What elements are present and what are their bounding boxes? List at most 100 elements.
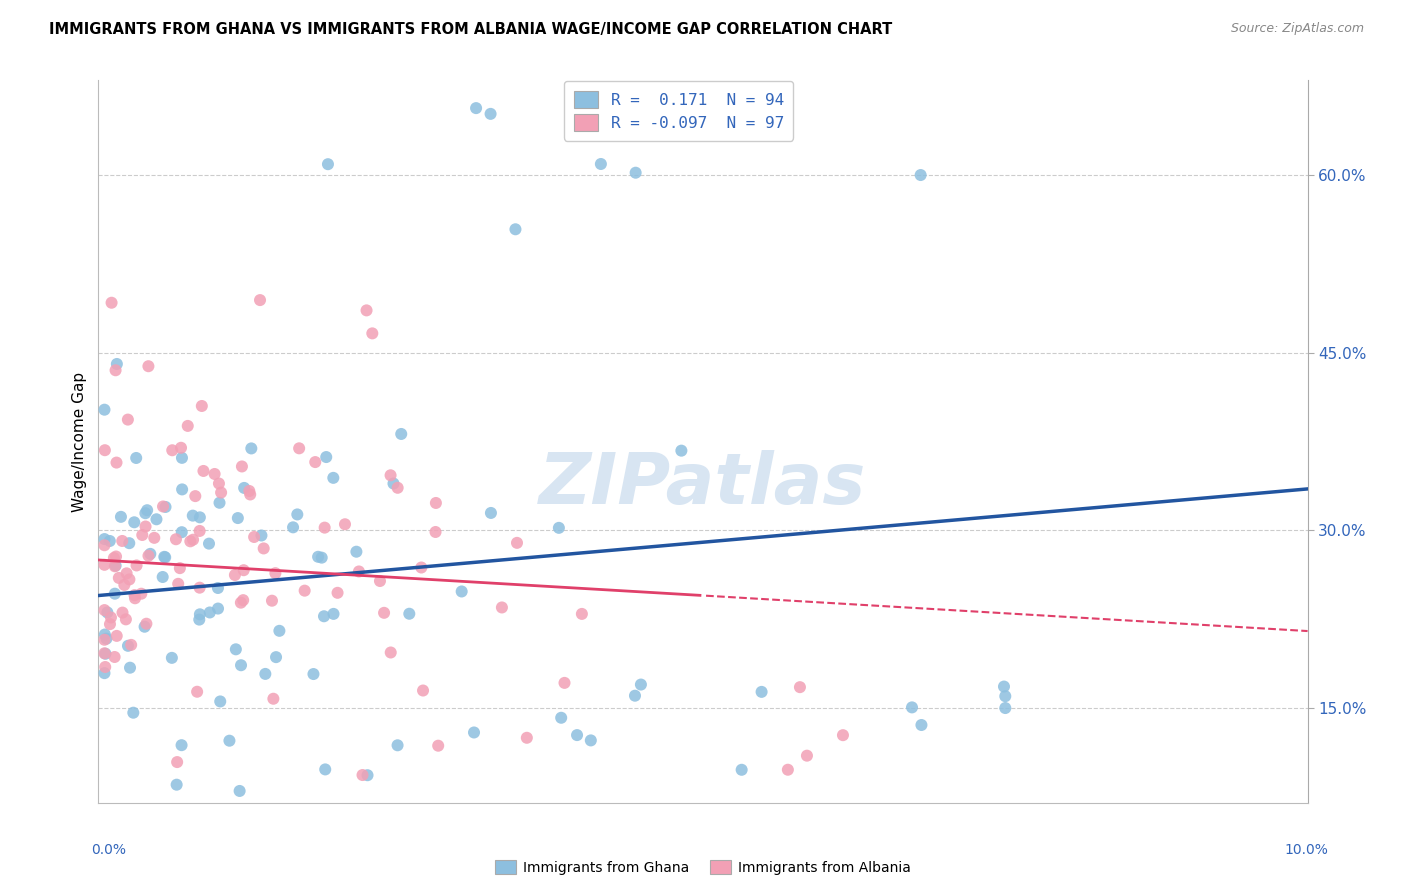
Point (108, 571, 131, 585)
Point (191, 399, 214, 413)
Point (209, 485, 232, 500)
Point (240, 442, 263, 456)
Point (105, 629, 128, 643)
Point (411, 560, 433, 574)
Point (910, 718, 932, 732)
Point (553, 676, 575, 690)
Point (285, 508, 308, 522)
Point (134, 620, 156, 634)
Point (115, 566, 138, 581)
Point (165, 533, 187, 547)
Point (118, 661, 141, 675)
Point (93, 666, 115, 681)
Point (218, 733, 240, 747)
Point (231, 459, 253, 474)
Point (104, 587, 127, 601)
Point (166, 755, 188, 769)
Point (427, 739, 450, 753)
Point (238, 483, 260, 498)
Point (789, 680, 811, 694)
Point (93, 558, 115, 572)
Text: IMMIGRANTS FROM GHANA VS IMMIGRANTS FROM ALBANIA WAGE/INCOME GAP CORRELATION CHA: IMMIGRANTS FROM GHANA VS IMMIGRANTS FROM… (49, 22, 893, 37)
Point (901, 700, 924, 714)
Point (188, 607, 211, 622)
Point (412, 683, 434, 698)
Point (124, 591, 146, 606)
Point (550, 711, 572, 725)
Point (262, 691, 284, 706)
Point (465, 101, 488, 115)
Point (152, 570, 174, 584)
Point (322, 471, 344, 485)
Point (136, 503, 159, 517)
Point (207, 581, 229, 595)
Point (105, 357, 128, 371)
Point (425, 524, 447, 539)
Point (177, 418, 200, 433)
Point (387, 739, 409, 753)
Point (179, 534, 201, 549)
Point (311, 550, 333, 565)
Point (463, 725, 485, 739)
Point (139, 547, 162, 561)
Point (264, 650, 287, 665)
Point (356, 303, 378, 318)
Point (93, 402, 115, 417)
Point (98, 617, 121, 632)
Point (671, 443, 693, 458)
Point (209, 694, 232, 708)
Point (398, 607, 420, 621)
Point (207, 601, 229, 615)
Point (93, 538, 115, 552)
Point (122, 706, 145, 720)
Point (208, 496, 231, 510)
Point (491, 600, 513, 615)
Point (288, 442, 311, 456)
Y-axis label: Wage/Income Gap: Wage/Income Gap (72, 371, 87, 512)
Point (204, 467, 226, 481)
Point (103, 551, 125, 566)
Point (796, 748, 818, 763)
Point (170, 450, 193, 465)
Point (910, 168, 932, 182)
Point (186, 684, 208, 698)
Point (624, 166, 647, 180)
Point (94, 660, 117, 674)
Point (104, 650, 127, 665)
Point (832, 728, 855, 742)
Point (373, 606, 395, 620)
Point (382, 476, 405, 491)
Point (250, 528, 273, 542)
Point (170, 525, 193, 540)
Point (307, 549, 329, 564)
Point (162, 443, 184, 458)
Point (172, 483, 194, 497)
Point (93, 646, 115, 660)
Point (506, 536, 529, 550)
Point (184, 489, 207, 503)
Point (232, 563, 254, 577)
Text: 0.0%: 0.0% (91, 843, 127, 857)
Point (380, 468, 402, 483)
Point (450, 584, 472, 599)
Point (96, 632, 118, 646)
Point (368, 574, 391, 588)
Point (169, 561, 191, 575)
Point (312, 609, 335, 624)
Point (228, 784, 250, 798)
Point (181, 508, 204, 523)
Point (281, 520, 304, 534)
Point (131, 587, 153, 601)
Point (134, 506, 156, 520)
Point (229, 658, 252, 673)
Point (124, 588, 146, 602)
Point (624, 689, 647, 703)
Point (225, 642, 247, 657)
Point (135, 519, 157, 533)
Point (269, 624, 291, 638)
Point (579, 733, 602, 747)
Point (94, 443, 117, 458)
Point (389, 427, 412, 442)
Point (260, 593, 283, 607)
Point (994, 701, 1017, 715)
